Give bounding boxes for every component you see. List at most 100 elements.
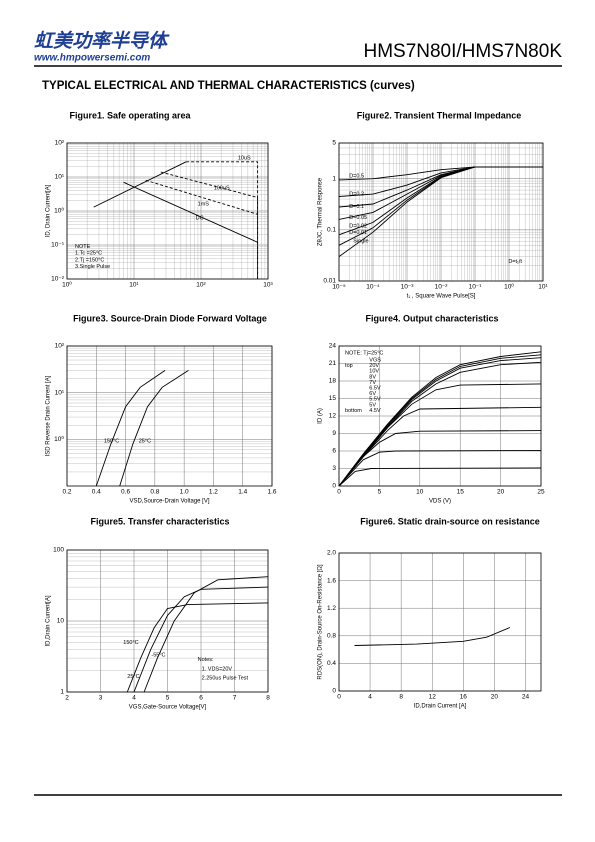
x-tick-label: 3	[99, 695, 103, 702]
y-tick-label: 0.01	[323, 278, 336, 285]
figure: Figure2. Transient Thermal Impedance 10⁻⁵…	[318, 110, 549, 299]
x-tick-label: 0.4	[92, 489, 101, 496]
y-tick-label: 10⁰	[54, 207, 64, 215]
curve	[160, 171, 259, 279]
y-tick-label: 15	[329, 395, 337, 402]
annotation: 1. VDS=20V	[202, 667, 233, 673]
curve	[133, 586, 269, 693]
annotation: Notes:	[198, 657, 214, 663]
annotation: 5.5V	[369, 397, 381, 403]
curve-label: D=0.2	[349, 192, 364, 198]
annotation: NOTE	[75, 244, 91, 250]
figure: Figure6. Static drain-source on resistan…	[318, 516, 542, 710]
x-axis-label: VSD,Source-Drain Voltage [V]	[129, 499, 209, 505]
annotation: 10V	[369, 369, 379, 375]
model-number: HMS7N80I/HMS7N80K	[363, 41, 562, 62]
y-tick-label: 100	[53, 547, 64, 554]
y-tick-label: 10⁻²	[51, 276, 65, 283]
curve	[354, 627, 511, 646]
x-tick-label: 10¹	[538, 284, 548, 291]
x-tick-label: 20	[497, 489, 505, 496]
x-tick-label: 10⁻³	[401, 284, 415, 291]
annotation: NOTE: Tj=25°C	[345, 350, 383, 356]
curve-label: Single	[353, 238, 368, 244]
y-tick-label: 0	[332, 483, 336, 490]
x-tick-label: 10³	[263, 282, 273, 289]
annotation: VGS	[369, 357, 381, 363]
figure: Figure1. Safe operating area 10⁰ 10¹ 10² 10³…	[46, 110, 274, 288]
x-tick-label: 25	[537, 489, 545, 496]
x-tick-label: 0.8	[150, 489, 159, 496]
x-tick-label: 7	[233, 695, 237, 702]
x-tick-label: 1.4	[238, 489, 247, 496]
x-axis-label: ID,Drain Current [A]	[414, 704, 467, 710]
annotation: D=t₁/t	[508, 259, 522, 265]
y-axis-label: ID (A)	[318, 408, 324, 424]
y-axis-label: RDS(ON), Drain-Source On-Resistance [Ω]	[318, 564, 324, 680]
x-tick-label: 10¹	[129, 282, 139, 289]
curve-label: D=0.5	[349, 174, 364, 180]
x-tick-label: 10	[416, 489, 424, 496]
x-tick-label: 20	[491, 694, 499, 701]
curve-label: 150°C	[104, 439, 119, 445]
x-tick-label: 2	[65, 695, 69, 702]
x-tick-label: 5	[378, 489, 382, 496]
curve	[143, 576, 269, 693]
curve	[338, 354, 542, 487]
y-tick-label: 0.4	[327, 660, 336, 667]
x-axis-label: VGS,Gate-Source Voltage[V]	[129, 705, 207, 711]
curve	[338, 361, 542, 487]
y-tick-label: 10¹	[55, 389, 65, 396]
plot-frame	[338, 552, 542, 692]
curve-label: 1mS	[198, 202, 210, 208]
figure-title: Figure3. Source-Drain Diode Forward Volt…	[73, 313, 267, 323]
y-tick-label: 1	[332, 175, 336, 182]
y-tick-label: 1.6	[327, 577, 336, 584]
x-tick-label: 0.6	[121, 489, 130, 496]
x-tick-label: 10⁻²	[435, 284, 449, 291]
x-tick-label: 5	[166, 695, 170, 702]
curve	[338, 430, 542, 487]
y-axis-label: ISD Reverse Drain Current [A]	[46, 375, 52, 456]
curve-label: 100uS	[214, 185, 230, 191]
annotation: 6.5V	[369, 385, 381, 391]
annotation: 7V	[369, 380, 376, 386]
plot-frame	[66, 142, 269, 280]
y-tick-label: 0.1	[327, 227, 336, 234]
annotation: bottom	[345, 408, 362, 414]
x-tick-label: 10⁰	[62, 281, 72, 289]
x-tick-label: 24	[522, 694, 530, 701]
y-tick-label: 18	[329, 378, 337, 385]
y-tick-label: 2.0	[327, 550, 336, 557]
annotation: 20V	[369, 363, 379, 369]
annotation: top	[345, 363, 353, 369]
x-tick-label: 10⁰	[504, 283, 514, 291]
curve	[338, 467, 542, 487]
y-tick-label: 1.2	[327, 605, 336, 612]
figure-title: Figure4. Output characteristics	[365, 313, 498, 323]
y-tick-label: 1	[60, 689, 64, 696]
curve	[338, 449, 542, 487]
x-axis-label: VDS (V)	[429, 499, 451, 505]
figure: Figure5. Transfer characteristics 2 3 4 5 6 7 8…	[46, 516, 271, 710]
curve-label: 10uS	[238, 155, 251, 161]
x-tick-label: 4	[368, 694, 372, 701]
x-tick-label: 6	[199, 695, 203, 702]
x-tick-label: 10²	[196, 282, 206, 289]
figure: Figure3. Source-Drain Diode Forward Volt…	[46, 313, 277, 504]
x-tick-label: 8	[266, 695, 270, 702]
plot-frame	[338, 142, 544, 282]
curve-label: 25°C	[139, 439, 151, 445]
y-tick-label: 0	[332, 688, 336, 695]
y-tick-label: 10	[57, 618, 65, 625]
brand-name: 虹美功率半导体	[34, 30, 170, 52]
y-tick-label: 24	[329, 343, 337, 350]
curve-label: 25°C	[127, 674, 139, 680]
x-axis-label: t₁ , Square Wave Pulse[S]	[407, 294, 476, 300]
x-tick-label: 0	[337, 694, 341, 701]
x-tick-label: 12	[429, 694, 437, 701]
x-tick-label: 1.2	[209, 489, 218, 496]
curve-label: 150°C	[123, 640, 138, 646]
x-tick-label: 8	[399, 694, 403, 701]
